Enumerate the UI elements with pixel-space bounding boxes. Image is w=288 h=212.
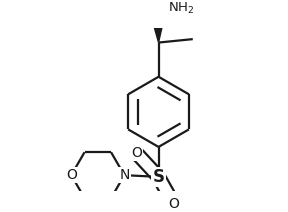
Text: O: O — [168, 197, 179, 211]
Text: S: S — [153, 168, 164, 186]
Text: O: O — [131, 146, 142, 160]
Text: N: N — [119, 168, 130, 182]
Polygon shape — [149, 10, 166, 43]
Text: NH$_2$: NH$_2$ — [168, 1, 194, 16]
Text: O: O — [66, 168, 77, 182]
